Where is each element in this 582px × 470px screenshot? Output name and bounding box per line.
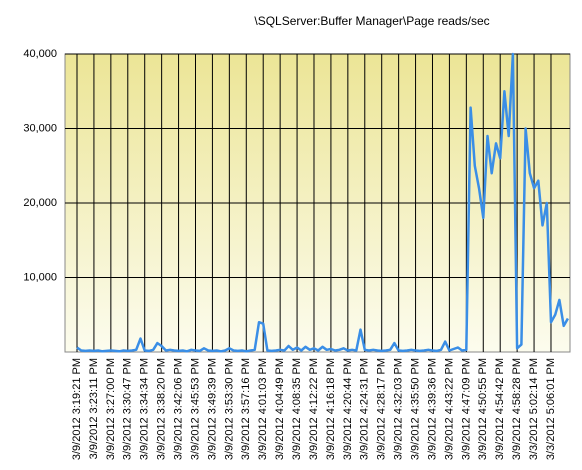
x-tick-label: 3/9/2012 3:38:20 PM [156, 358, 168, 460]
x-tick-label: 3/9/2012 4:43:22 PM [443, 358, 455, 460]
x-tick-label: 3/9/2012 3:27:00 PM [105, 358, 117, 460]
x-tick-label: 3/9/2012 3:57:16 PM [240, 358, 252, 460]
x-tick-label: 3/9/2012 3:42:06 PM [172, 358, 184, 460]
x-tick-label: 3/9/2012 4:35:50 PM [409, 358, 421, 460]
x-tick-label: 3/3/2012 5:06:01 PM [545, 358, 557, 460]
x-tick-label: 3/9/2012 4:24:31 PM [359, 358, 371, 460]
y-tick-label: 10,000 [23, 271, 57, 283]
series-line [76, 52, 569, 353]
x-tick-label: 3/9/2012 3:23:11 PM [88, 358, 100, 459]
y-tick-label: 20,000 [23, 197, 57, 209]
x-tick-label: 3/9/2012 4:47:09 PM [460, 358, 472, 460]
x-tick-label: 3/9/2012 4:50:55 PM [477, 358, 489, 460]
x-tick-label: 3/9/2012 3:34:34 PM [139, 358, 151, 460]
x-tick-label: 3/9/2012 4:01:03 PM [257, 358, 269, 460]
x-tick-label: 3/9/2012 3:30:47 PM [122, 358, 134, 460]
chart-title: \SQLServer:Buffer Manager\Page reads/sec [254, 14, 489, 28]
x-tick-label: 3/3/2012 5:02:14 PM [528, 358, 540, 460]
x-tick-label: 3/9/2012 4:12:22 PM [308, 358, 320, 460]
x-tick-label: 3/9/2012 4:28:17 PM [376, 358, 388, 460]
y-tick-label: 40,000 [23, 48, 57, 60]
x-tick-label: 3/9/2012 4:32:03 PM [393, 358, 405, 460]
x-tick-label: 3/9/2012 3:49:39 PM [206, 358, 218, 460]
x-tick-label: 3/9/2012 4:54:42 PM [494, 358, 506, 460]
x-tick-label: 3/9/2012 3:19:21 PM [71, 358, 83, 460]
x-tick-label: 3/9/2012 3:45:53 PM [189, 358, 201, 460]
x-tick-label: 3/9/2012 4:58:28 PM [511, 358, 523, 460]
y-tick-label: 30,000 [23, 122, 57, 134]
x-tick-label: 3/9/2012 4:16:18 PM [325, 358, 337, 460]
x-tick-label: 3/9/2012 4:08:35 PM [291, 358, 303, 460]
x-tick-label: 3/9/2012 4:04:49 PM [274, 358, 286, 460]
x-tick-label: 3/9/2012 4:39:36 PM [426, 358, 438, 460]
x-tick-label: 3/9/2012 4:20:44 PM [342, 358, 354, 460]
x-tick-label: 3/9/2012 3:53:30 PM [223, 358, 235, 460]
